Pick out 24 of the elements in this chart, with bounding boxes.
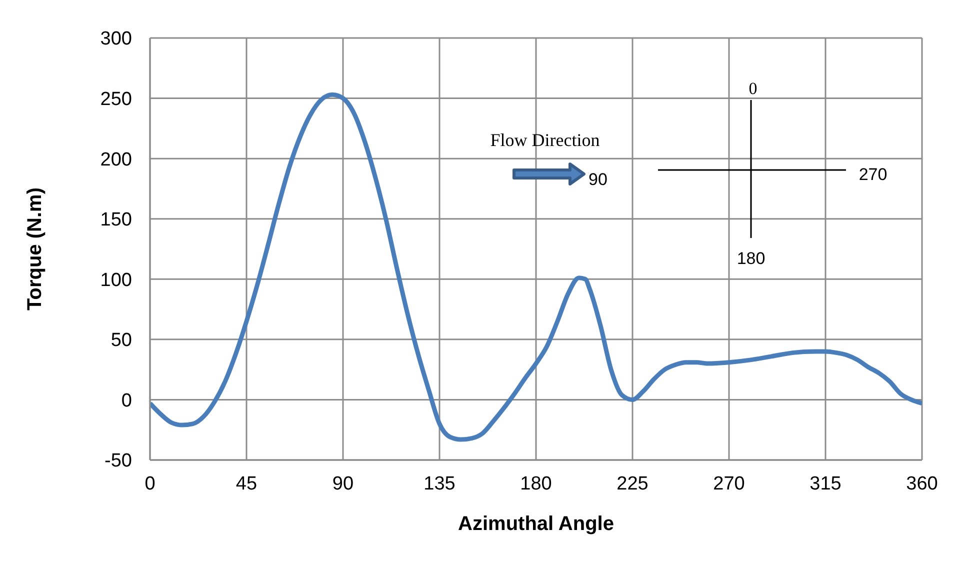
y-tick-label: 50 [110,330,132,352]
x-tick-label: 225 [616,473,648,494]
y-tick-label: 300 [100,28,132,50]
y-axis-title: Torque (N.m) [24,188,46,310]
annotation: 0 [748,79,758,98]
x-tick-label: 0 [144,473,156,494]
x-tick-label: 315 [810,473,842,494]
annotation: Flow Direction [490,130,600,150]
annotation: 270 [858,165,888,184]
x-axis-title: Azimuthal Angle [458,513,614,535]
annotation: 90 [588,170,608,189]
x-tick-label: 90 [332,473,354,494]
y-tick-label: 250 [100,89,132,110]
x-tick-label: 45 [236,473,258,494]
x-tick-label: 360 [906,473,938,494]
x-tick-label: 135 [424,473,456,494]
y-tick-label: 200 [100,149,132,170]
y-tick-label: 0 [121,390,132,412]
annotation: 180 [736,249,766,268]
y-tick-label: 150 [100,210,132,231]
y-tick-label: -50 [104,450,132,472]
x-tick-label: 180 [520,473,552,494]
y-tick-label: 100 [100,270,132,291]
x-tick-label: 270 [713,473,745,494]
